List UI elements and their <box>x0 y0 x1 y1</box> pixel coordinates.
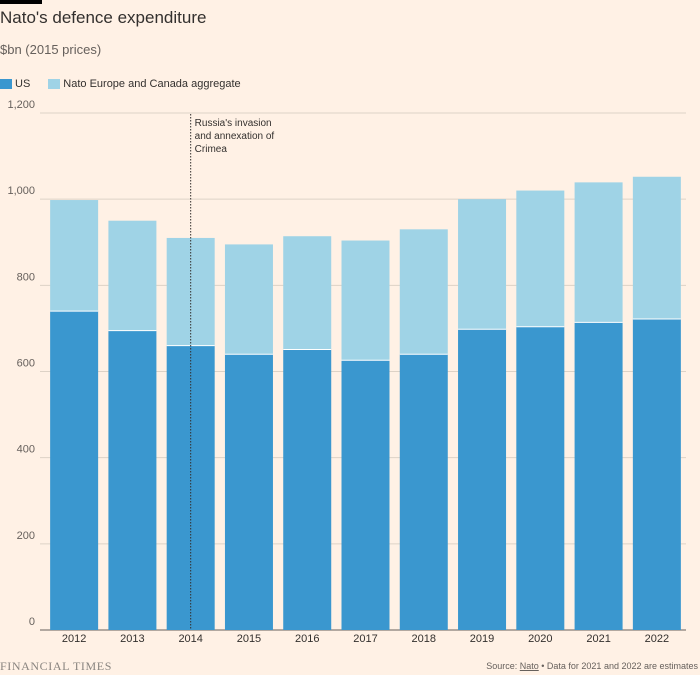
bar-us <box>516 326 565 630</box>
y-tick-label: 200 <box>17 530 35 542</box>
y-tick-label: 600 <box>17 358 35 370</box>
bar-us <box>632 318 681 630</box>
bar-nato-europe-canada <box>341 240 390 361</box>
bar-chart: 0 200 400 600 800 1,000 1,200 2012 2013 2014 2015… <box>7 100 686 645</box>
x-tick-label: 2019 <box>470 633 494 645</box>
bar-us <box>341 360 390 630</box>
annotation-text: Russia's invasion <box>195 118 272 129</box>
y-tick-label: 0 <box>29 616 35 628</box>
y-axis-ticks: 0 200 400 600 800 1,000 1,200 <box>7 100 35 628</box>
bars <box>50 176 681 630</box>
legend-label-nato-europe-canada: Nato Europe and Canada aggregate <box>63 78 241 90</box>
legend: US Nato Europe and Canada aggregate <box>0 78 259 90</box>
legend-label-us: US <box>15 78 31 90</box>
x-axis-ticks: 2012 2013 2014 2015 2016 2017 2018 2019 2020 2021… <box>62 633 669 645</box>
x-tick-label: 2012 <box>62 633 86 645</box>
legend-swatch-nato-europe-canada <box>48 79 61 89</box>
chart-subtitle: $bn (2015 prices) <box>0 42 102 57</box>
bar-us <box>50 311 99 630</box>
y-tick-label: 1,000 <box>7 185 35 197</box>
annotation-text: Crimea <box>195 144 228 155</box>
legend-item-nato-europe-canada: Nato Europe and Canada aggregate <box>48 78 241 90</box>
annotation-text: and annexation of <box>195 131 275 142</box>
bar-nato-europe-canada <box>108 220 157 331</box>
source-suffix: • Data for 2021 and 2022 are estimates <box>538 661 698 671</box>
ft-logo: FINANCIAL TIMES <box>0 659 113 673</box>
x-tick-label: 2020 <box>528 633 552 645</box>
x-tick-label: 2018 <box>412 633 436 645</box>
bar-us <box>224 354 273 630</box>
source-link[interactable]: Nato <box>519 661 539 671</box>
bar-nato-europe-canada <box>458 199 507 330</box>
bar-us <box>399 354 448 630</box>
bar-nato-europe-canada <box>632 176 681 319</box>
y-tick-label: 400 <box>17 444 35 456</box>
annotation: Russia's invasion and annexation of Crimea <box>190 114 275 630</box>
chart-title: Nato's defence expenditure <box>0 8 207 27</box>
bar-us <box>108 330 157 630</box>
x-tick-label: 2015 <box>237 633 261 645</box>
x-tick-label: 2022 <box>645 633 669 645</box>
x-tick-label: 2014 <box>178 633 202 645</box>
x-tick-label: 2013 <box>120 633 144 645</box>
x-tick-label: 2021 <box>586 633 610 645</box>
legend-swatch-us <box>0 79 12 89</box>
y-tick-label: 800 <box>17 271 35 283</box>
brand-bar <box>0 0 42 4</box>
bar-nato-europe-canada <box>283 236 332 350</box>
source-prefix: Source: <box>486 661 520 671</box>
bar-nato-europe-canada <box>516 190 565 327</box>
bar-nato-europe-canada <box>574 182 623 323</box>
x-tick-label: 2017 <box>353 633 377 645</box>
bar-nato-europe-canada <box>224 244 273 355</box>
x-tick-label: 2016 <box>295 633 319 645</box>
y-tick-label: 1,200 <box>7 100 35 111</box>
bar-us <box>574 322 623 630</box>
bar-nato-europe-canada <box>50 200 99 312</box>
bar-us <box>458 329 507 630</box>
source-note: Source: Nato • Data for 2021 and 2022 ar… <box>486 661 698 671</box>
legend-item-us: US <box>0 78 30 90</box>
bar-nato-europe-canada <box>399 229 448 355</box>
bar-us <box>283 349 332 630</box>
